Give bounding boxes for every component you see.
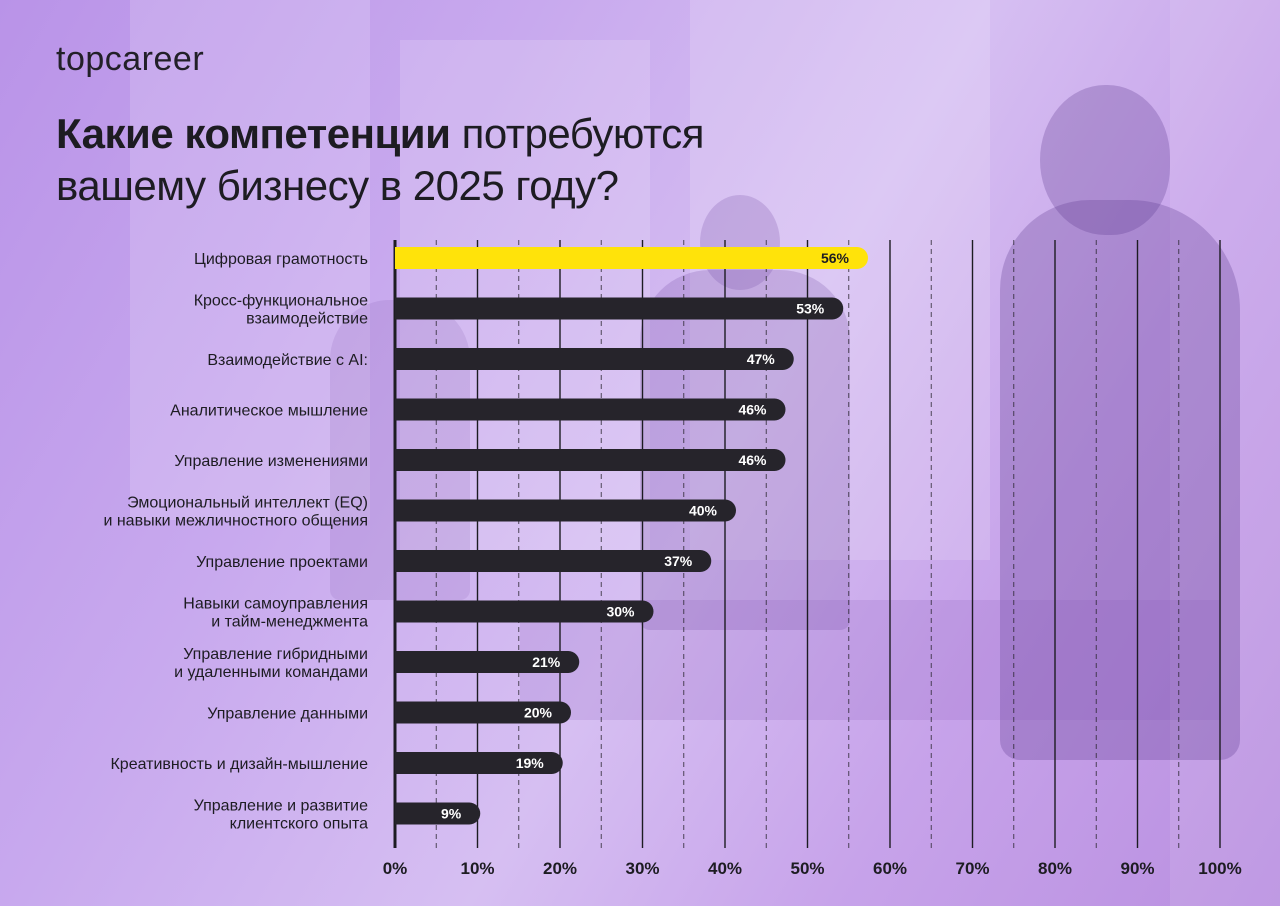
x-tick-label: 10%: [460, 859, 494, 878]
x-tick-label: 30%: [625, 859, 659, 878]
bar: [395, 550, 712, 572]
bar-value-label: 40%: [689, 503, 718, 519]
bar-base: [395, 651, 417, 673]
category-label-line: Кросс-функциональное: [194, 293, 368, 310]
bar-base: [395, 398, 417, 421]
category-label-line: Управление данными: [207, 706, 368, 723]
category-label-line: взаимодействие: [246, 311, 368, 328]
bar: [395, 398, 786, 421]
category-label-line: Аналитическое мышление: [170, 403, 368, 420]
bar-value-label: 20%: [524, 705, 553, 721]
bar-value-label: 30%: [606, 604, 635, 620]
bar: [395, 348, 794, 370]
category-label-line: Креативность и дизайн-мышление: [110, 756, 368, 773]
category-label-line: Управление проектами: [196, 554, 368, 571]
category-label-line: Управление гибридными: [183, 646, 368, 663]
x-tick-label: 100%: [1198, 859, 1241, 878]
category-label-line: Цифровая грамотность: [194, 251, 368, 268]
category-label: Взаимодействие с AI:: [207, 352, 368, 369]
x-tick-label: 90%: [1120, 859, 1154, 878]
x-tick-label: 0%: [383, 859, 408, 878]
bar: [395, 600, 654, 623]
category-label: Управление и развитие клиентского опыта: [194, 798, 368, 833]
bar-base: [395, 499, 417, 522]
background-window-panel: [1170, 0, 1280, 906]
bar-value-label: 53%: [796, 301, 825, 317]
category-label-line: Взаимодействие с AI:: [207, 352, 368, 369]
bar-value-label: 47%: [747, 351, 776, 367]
bar: [395, 701, 571, 724]
title-bold-part: Какие компетенции: [56, 110, 451, 157]
background-window-panel: [130, 0, 370, 520]
x-tick-label: 20%: [543, 859, 577, 878]
bar: [395, 752, 563, 774]
category-label: Управление проектами: [196, 554, 368, 571]
brand-logo: topcareer: [56, 40, 205, 78]
x-tick-label: 50%: [790, 859, 824, 878]
category-label: Креативность и дизайн-мышление: [110, 756, 368, 773]
bar-base: [395, 449, 417, 471]
category-label-line: Управление изменениями: [174, 453, 368, 470]
category-label: Навыки самоуправления и тайм-менеджмента: [183, 596, 368, 631]
bar-base: [395, 600, 417, 623]
bar-value-label: 46%: [738, 452, 767, 468]
category-label: Кросс-функциональное взаимодействие: [194, 293, 368, 328]
category-label-line: клиентского опыта: [230, 816, 368, 833]
bar-value-label: 19%: [516, 755, 545, 771]
category-label: Эмоциональный интеллект (EQ) и навыки меж…: [103, 495, 368, 530]
category-label-line: Эмоциональный интеллект (EQ): [127, 495, 368, 512]
bar: [395, 297, 844, 320]
bar-value-label: 56%: [821, 250, 850, 266]
person-silhouette-body: [1000, 200, 1240, 760]
category-label: Управление гибридными и удаленными команд…: [174, 646, 368, 681]
x-tick-label: 40%: [708, 859, 742, 878]
category-label-line: и тайм-менеджмента: [211, 614, 368, 631]
x-tick-label: 60%: [873, 859, 907, 878]
bar: [395, 651, 580, 673]
bar: [395, 499, 736, 522]
bar-base: [395, 752, 417, 774]
x-tick-label: 80%: [1038, 859, 1072, 878]
category-label-line: и удаленными командами: [174, 664, 368, 681]
title-line-2: вашему бизнесу в 2025 году?: [56, 162, 619, 209]
bar-base: [395, 247, 417, 269]
bar-value-label: 9%: [441, 806, 462, 822]
category-label: Управление данными: [207, 706, 368, 723]
bar-base: [395, 297, 417, 320]
title-regular-part: потребуются: [450, 110, 705, 157]
page-title: Какие компетенции потребуются вашему биз…: [56, 108, 704, 212]
bar: [395, 247, 868, 269]
bar-value-label: 37%: [664, 553, 693, 569]
bar: [395, 449, 786, 471]
category-label: Управление изменениями: [174, 453, 368, 470]
category-label-line: и навыки межличностного общения: [103, 513, 368, 530]
category-label-line: Управление и развитие: [194, 798, 368, 815]
bar-base: [395, 802, 417, 825]
bar-base: [395, 550, 417, 572]
bar-value-label: 21%: [532, 654, 561, 670]
bar-value-label: 46%: [738, 402, 767, 418]
bar-base: [395, 348, 417, 370]
person-silhouette-head: [1040, 85, 1170, 235]
category-label-line: Навыки самоуправления: [183, 596, 368, 613]
category-label: Цифровая грамотность: [194, 251, 368, 268]
x-tick-label: 70%: [955, 859, 989, 878]
category-label: Аналитическое мышление: [170, 403, 368, 420]
bar-base: [395, 701, 417, 724]
